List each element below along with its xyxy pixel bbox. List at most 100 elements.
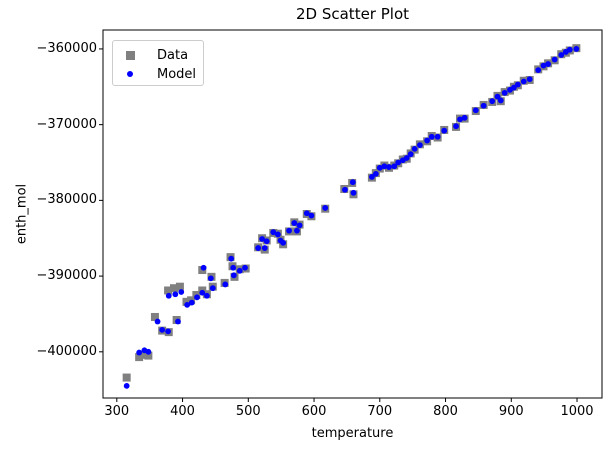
x-tick-label: 400	[170, 404, 195, 419]
model-point	[494, 93, 501, 100]
model-point	[294, 227, 300, 234]
model-point	[497, 97, 504, 104]
model-point	[242, 264, 248, 271]
model-point	[274, 231, 281, 238]
model-point	[416, 142, 423, 148]
legend-item-model: Model	[126, 65, 203, 83]
model-point	[376, 164, 383, 171]
model-point	[159, 326, 166, 333]
data-point	[182, 297, 191, 306]
model-point	[145, 348, 152, 355]
model-point	[520, 78, 527, 85]
model-point	[453, 123, 459, 130]
model-series-marker-icon	[127, 71, 133, 77]
model-point	[270, 229, 277, 236]
model-point	[207, 275, 214, 282]
chart-title: 2D Scatter Plot	[295, 5, 410, 23]
model-point	[407, 151, 414, 158]
model-point	[342, 186, 348, 193]
model-point	[540, 62, 547, 69]
data-point	[135, 353, 144, 362]
model-point	[535, 67, 542, 74]
model-point	[123, 382, 130, 389]
legend-label-data: Data	[157, 47, 189, 63]
y-tick-label: −400000	[36, 343, 97, 359]
model-point	[434, 133, 441, 140]
model-point	[461, 114, 468, 121]
model-point	[558, 52, 565, 58]
model-point	[472, 107, 479, 114]
model-point	[261, 245, 268, 251]
model-point	[573, 46, 580, 52]
model-point	[280, 239, 287, 246]
model-point	[291, 220, 298, 226]
model-point	[551, 56, 558, 63]
model-point	[184, 301, 191, 308]
model-point	[165, 328, 171, 335]
model-point	[286, 227, 292, 234]
model-point	[480, 102, 487, 109]
model-point	[296, 222, 303, 229]
model-point	[188, 299, 195, 306]
x-tick-label: 1000	[560, 404, 594, 419]
data-point	[175, 282, 184, 291]
data-point	[170, 284, 179, 293]
model-point	[514, 81, 521, 88]
model-point	[386, 164, 392, 170]
model-point	[175, 318, 181, 325]
data-series	[122, 44, 581, 382]
data-point	[144, 351, 153, 360]
model-point	[511, 84, 517, 91]
y-tick-label: −360000	[36, 40, 97, 56]
model-point	[368, 173, 375, 180]
x-tick-label: 700	[367, 404, 393, 419]
model-point	[566, 46, 573, 53]
model-point	[545, 61, 551, 67]
x-tick-label: 800	[433, 404, 458, 419]
model-point	[178, 289, 185, 295]
model-point	[203, 292, 210, 299]
model-point	[303, 210, 310, 217]
data-series-marker-icon	[126, 50, 135, 60]
data-point	[150, 312, 159, 321]
model-point	[308, 212, 315, 219]
model-point	[259, 236, 266, 242]
x-tick-label: 600	[301, 404, 327, 419]
model-point	[391, 163, 398, 170]
model-point	[350, 189, 357, 196]
model-point	[441, 127, 448, 134]
model-point	[154, 318, 161, 325]
model-point	[230, 264, 237, 271]
model-point	[222, 281, 229, 288]
model-point	[165, 292, 172, 299]
x-tick-label: 900	[498, 404, 524, 419]
model-point	[228, 255, 235, 262]
model-series	[123, 46, 580, 389]
model-point	[199, 289, 206, 296]
model-point	[501, 89, 508, 96]
y-tick-label: −390000	[36, 268, 97, 284]
model-point	[194, 294, 200, 301]
data-point	[122, 373, 131, 382]
model-point	[395, 159, 402, 166]
model-point	[263, 238, 270, 245]
model-point	[526, 76, 533, 83]
plot-border	[102, 29, 603, 399]
model-point	[403, 155, 410, 161]
legend-item-data: Data	[126, 46, 203, 64]
model-point	[411, 145, 418, 152]
model-point	[424, 137, 431, 144]
x-tick-label: 500	[235, 404, 261, 419]
model-point	[255, 245, 262, 251]
model-point	[489, 98, 496, 105]
model-point	[172, 291, 179, 298]
model-point	[428, 133, 435, 140]
y-tick-label: −370000	[36, 116, 97, 132]
legend-label-model: Model	[157, 66, 197, 82]
model-point	[200, 264, 207, 271]
model-point	[236, 267, 243, 274]
data-point	[164, 286, 173, 295]
model-point	[136, 349, 143, 356]
